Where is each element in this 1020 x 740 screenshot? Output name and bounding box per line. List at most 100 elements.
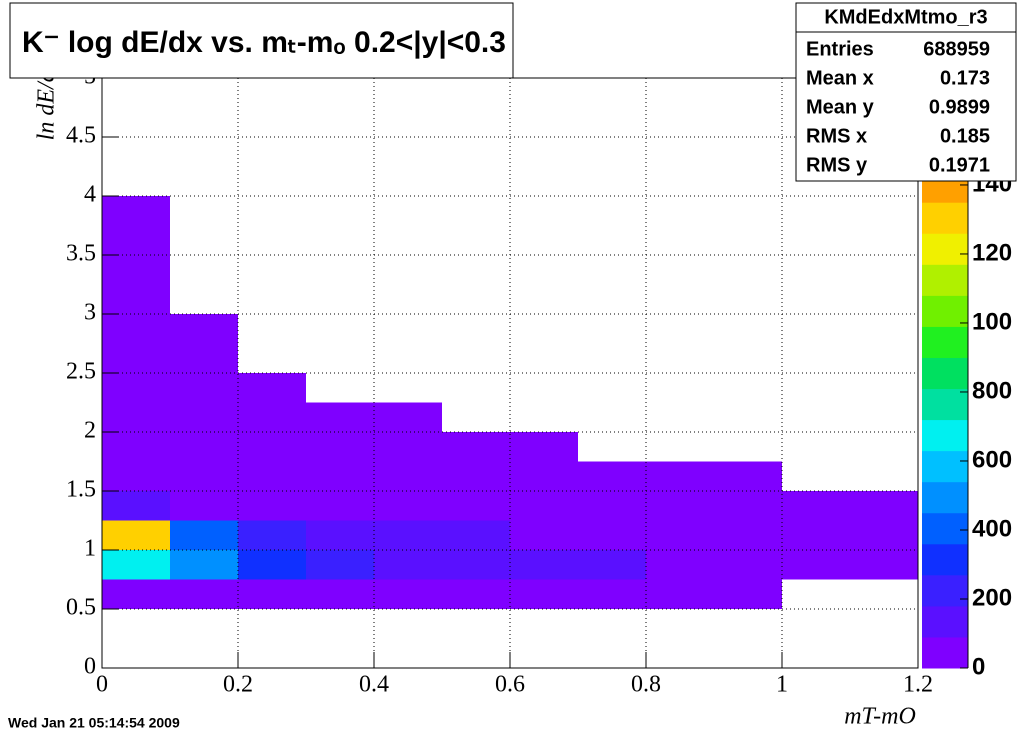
cell — [238, 461, 306, 491]
cell — [306, 402, 374, 432]
color-bar-step — [922, 357, 968, 390]
stats-value: 0.9899 — [929, 96, 990, 118]
y-tick-label: 2 — [84, 418, 96, 444]
cell — [102, 491, 170, 521]
stats-box: KMdEdxMtmo_r3 Entries 688959 Mean x 0.173 Me… — [795, 2, 1017, 182]
cell — [170, 343, 238, 373]
x-tick-label: 1.2 — [903, 672, 933, 698]
cell — [102, 402, 170, 432]
cell — [714, 491, 782, 521]
stats-value: 688959 — [923, 38, 990, 60]
color-bar-step — [922, 450, 968, 483]
z-tick-label: 0 — [972, 653, 985, 680]
cell — [850, 550, 918, 580]
cell — [782, 491, 850, 521]
cell — [170, 579, 238, 609]
x-tick-label: 0.8 — [631, 672, 661, 698]
cell — [306, 491, 374, 521]
stats-name: Mean x — [806, 67, 874, 89]
color-bar-step — [922, 605, 968, 638]
cell — [374, 491, 442, 521]
cell — [170, 314, 238, 344]
stats-title: KMdEdxMtmo_r3 — [824, 6, 987, 28]
cell — [102, 255, 170, 285]
cell — [714, 461, 782, 491]
cell — [102, 314, 170, 344]
cell — [442, 491, 510, 521]
cells — [102, 196, 918, 609]
x-tick-label: 0.4 — [359, 672, 389, 698]
cell — [238, 402, 306, 432]
cell — [578, 550, 646, 580]
z-tick-label: 200 — [972, 584, 1012, 611]
y-tick-label: 0.5 — [66, 595, 96, 621]
color-bar-step — [922, 543, 968, 576]
cell — [238, 491, 306, 521]
color-bar-step — [922, 326, 968, 358]
cell — [306, 461, 374, 491]
cell — [442, 520, 510, 550]
cell — [578, 461, 646, 491]
cell — [102, 461, 170, 491]
color-bar-step — [922, 481, 968, 514]
stats-value: 0.173 — [940, 67, 990, 89]
cell — [578, 491, 646, 521]
cell — [306, 550, 374, 580]
x-tick-label: 0.2 — [223, 672, 253, 698]
cell — [102, 225, 170, 255]
cell — [646, 520, 714, 550]
z-tick-label: 100 — [972, 308, 1012, 335]
stats-value: 0.1971 — [929, 154, 990, 176]
cell — [442, 550, 510, 580]
stats-frame — [795, 2, 1017, 182]
cell — [510, 432, 578, 462]
cell — [850, 520, 918, 550]
stats-name: Entries — [806, 38, 874, 60]
cell — [102, 520, 170, 550]
cell — [374, 579, 442, 609]
stats-name: RMS x — [806, 125, 867, 147]
color-bar-step — [922, 636, 968, 669]
cell — [238, 579, 306, 609]
cell — [510, 520, 578, 550]
timestamp: Wed Jan 21 05:14:54 2009 — [8, 715, 180, 731]
x-axis-label: mT-mO — [844, 704, 916, 730]
cell — [646, 550, 714, 580]
cell — [442, 432, 510, 462]
cell — [714, 550, 782, 580]
cell — [238, 432, 306, 462]
color-bar-step — [922, 574, 968, 607]
cell — [102, 284, 170, 314]
z-tick-label: 400 — [972, 515, 1012, 542]
cell — [442, 461, 510, 491]
cell — [306, 579, 374, 609]
color-bar-step — [922, 295, 968, 327]
cell — [102, 579, 170, 609]
cell — [102, 196, 170, 226]
cell — [374, 520, 442, 550]
cell — [306, 520, 374, 550]
cell — [102, 550, 170, 580]
x-tick-label: 1 — [776, 672, 788, 698]
cell — [442, 579, 510, 609]
stats-name: RMS y — [806, 154, 868, 176]
color-bar-step — [922, 512, 968, 545]
z-tick-label: 120 — [972, 239, 1012, 266]
color-bar-step — [922, 202, 968, 234]
cell — [646, 579, 714, 609]
cell — [714, 579, 782, 609]
cell — [850, 491, 918, 521]
cell — [170, 373, 238, 403]
cell — [374, 402, 442, 432]
x-tick-label: 0.6 — [495, 672, 525, 698]
cell — [510, 550, 578, 580]
y-tick-label: 4.5 — [66, 123, 96, 149]
z-tick-label: 600 — [972, 446, 1012, 473]
color-bar-step — [922, 388, 968, 421]
z-tick-label: 800 — [972, 377, 1012, 404]
cell — [510, 461, 578, 491]
cell — [102, 432, 170, 462]
cell — [306, 432, 374, 462]
cell — [374, 432, 442, 462]
